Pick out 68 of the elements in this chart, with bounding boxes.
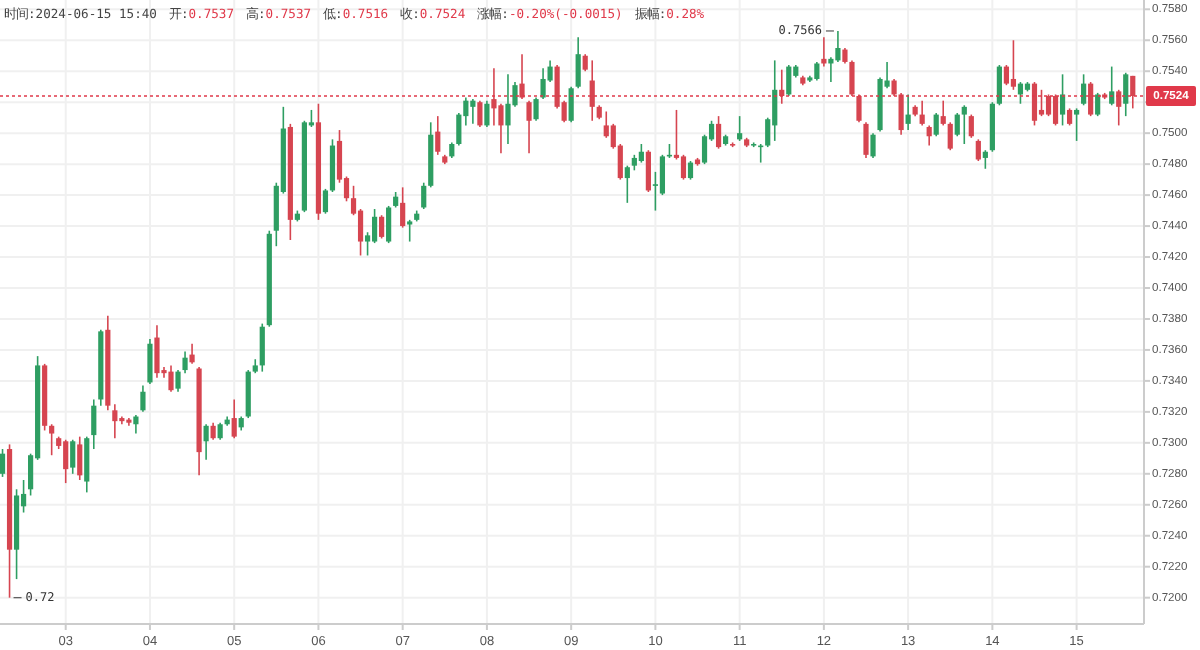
candlestick <box>905 93 911 131</box>
candlestick <box>140 384 146 413</box>
candlestick <box>322 188 329 215</box>
candlestick <box>659 154 666 196</box>
candlestick <box>575 36 581 90</box>
candlestick <box>386 205 392 244</box>
candlestick <box>638 143 644 164</box>
candlestick <box>870 132 876 159</box>
candlestick <box>526 99 532 155</box>
candlestick <box>961 104 967 145</box>
candlestick <box>772 59 778 142</box>
candlestick <box>259 322 265 373</box>
candlestick <box>926 124 932 147</box>
candlestick <box>231 398 237 439</box>
candlestick <box>1081 73 1087 107</box>
candlestick <box>1123 71 1129 117</box>
candlestick <box>372 208 378 244</box>
candlestick <box>1010 39 1017 91</box>
candlestick <box>975 138 981 162</box>
candlestick <box>687 160 694 181</box>
candlestick <box>477 99 483 128</box>
candlestick <box>379 214 385 240</box>
candlestick <box>484 99 490 128</box>
candlestick <box>154 324 160 379</box>
candlestick <box>680 154 687 181</box>
candlestick <box>329 138 336 193</box>
candlestick <box>49 423 55 457</box>
candlestick <box>70 438 76 475</box>
candlestick <box>954 112 960 138</box>
candlestick <box>400 186 406 229</box>
candlestick <box>933 112 939 138</box>
candlestick <box>112 403 118 439</box>
candlestick <box>533 96 539 122</box>
candlestick <box>407 219 413 243</box>
candlestick <box>505 73 511 145</box>
candlestick <box>645 149 651 193</box>
candlestick <box>996 64 1002 107</box>
candlestick <box>189 342 195 365</box>
candlestick <box>168 364 174 393</box>
candlestick <box>91 398 97 450</box>
candlestick <box>0 448 6 478</box>
candlestick <box>737 115 743 142</box>
candlestick <box>203 423 209 461</box>
candlestick <box>968 113 974 139</box>
candlestick <box>715 115 722 150</box>
candlestick <box>982 149 988 170</box>
candlestick <box>1095 92 1101 117</box>
candlestick <box>1074 107 1080 142</box>
candlestick <box>435 115 441 156</box>
candlestick <box>84 435 90 494</box>
candlestick <box>814 61 820 82</box>
candlestick <box>1109 65 1115 107</box>
candlestick <box>540 67 546 100</box>
candlestick <box>919 99 925 127</box>
candlestick <box>133 414 139 435</box>
candlestick <box>147 338 153 385</box>
candlestick <box>989 101 995 153</box>
candlestick <box>1059 73 1066 127</box>
candlestick <box>947 121 953 151</box>
candlestick <box>470 98 476 125</box>
candlestick <box>863 121 869 159</box>
candlestick <box>63 438 69 484</box>
candlestick <box>624 164 630 204</box>
candlestick <box>603 110 609 139</box>
candlestick <box>77 435 83 481</box>
candlestick <box>568 85 574 124</box>
candlestick <box>1003 64 1010 86</box>
candlestick <box>786 64 792 97</box>
